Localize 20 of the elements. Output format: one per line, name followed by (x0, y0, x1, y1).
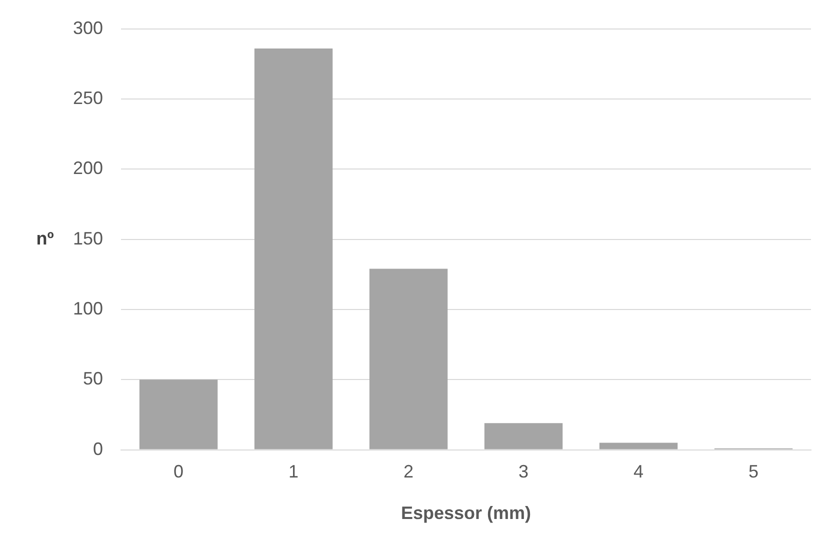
x-tick-label: 2 (404, 462, 414, 482)
y-tick-label: 50 (83, 368, 104, 389)
y-tick-label: 250 (72, 88, 104, 108)
x-tick-label: 3 (518, 462, 529, 482)
y-tick-label: 150 (72, 228, 104, 248)
x-tick-label: 5 (748, 462, 759, 482)
y-tick-label: 300 (72, 18, 104, 38)
bar (484, 423, 563, 450)
y-tick-label: 200 (72, 158, 104, 178)
x-axis-title: Espessor (mm) (400, 503, 532, 524)
bar (254, 48, 333, 450)
y-axis-title: nº (36, 228, 54, 248)
bar (139, 380, 218, 450)
x-tick-label: 1 (288, 462, 299, 482)
bar (599, 442, 678, 450)
y-tick-label: 0 (93, 438, 104, 459)
x-tick-label: 0 (174, 462, 184, 482)
x-tick-label: 4 (634, 462, 644, 482)
y-tick-label: 100 (72, 298, 104, 318)
bar (369, 268, 448, 450)
